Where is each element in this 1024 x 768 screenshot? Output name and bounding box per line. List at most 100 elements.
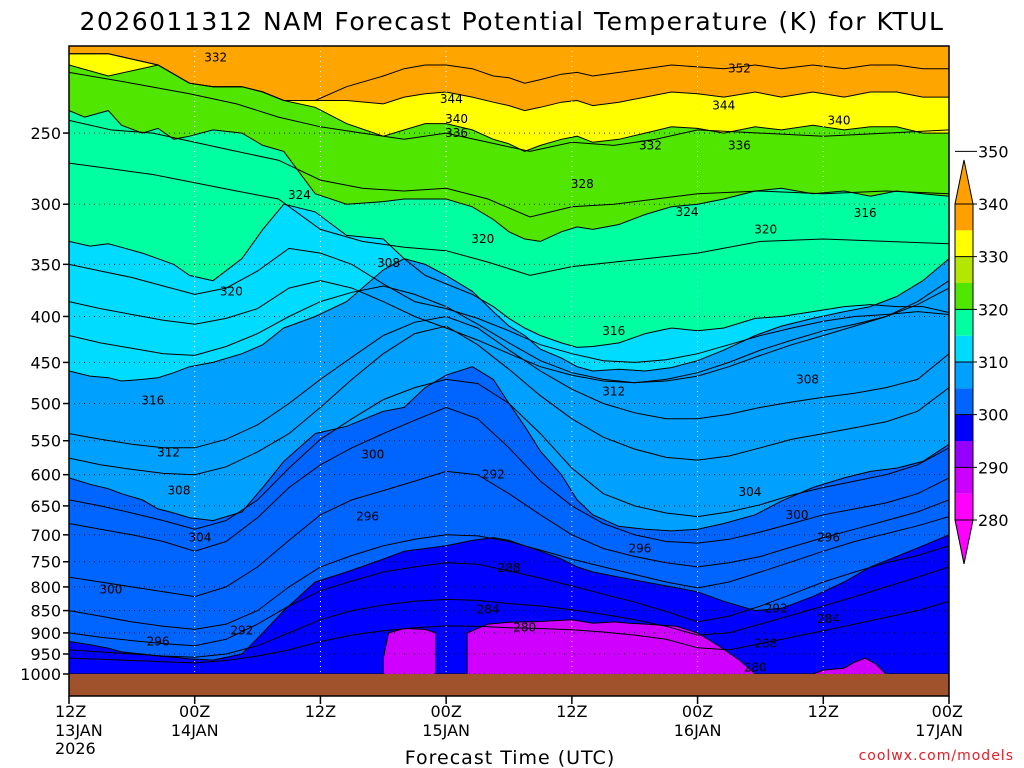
colorbar-segment (955, 283, 973, 310)
x-tick-label: 00Z (932, 702, 963, 721)
contour-label: 292 (230, 624, 253, 638)
contour-label: 308 (168, 484, 191, 498)
y-tick-label: 500 (30, 395, 61, 414)
contour-label: 292 (482, 468, 505, 482)
contour-label: 300 (361, 448, 384, 462)
contour-label: 288 (754, 637, 777, 651)
y-tick-label: 850 (30, 602, 61, 621)
contour-label: 300 (786, 508, 809, 522)
contour-label: 320 (754, 222, 777, 236)
x-axis-title: Forecast Time (UTC) (405, 747, 615, 768)
contour-line-8 (69, 325, 949, 476)
x-tick-label: 00Z (682, 702, 713, 721)
fill-bands (69, 46, 949, 674)
y-tick-label: 300 (30, 195, 61, 214)
colorbar-label: 290 (978, 458, 1009, 477)
colorbar-segment (955, 493, 973, 520)
colorbar-segment (955, 335, 973, 362)
colorbar-segment (955, 362, 973, 389)
contour-label: 288 (498, 561, 521, 575)
y-tick-label: 800 (30, 578, 61, 597)
x-tick-date-label: 14JAN (171, 721, 219, 740)
credit-text[interactable]: coolwx.com/models (859, 748, 1014, 764)
contour-label: 308 (377, 256, 400, 270)
colorbar-label: 280 (978, 511, 1009, 530)
contour-label: 280 (744, 660, 767, 674)
contour-label: 336 (445, 126, 468, 140)
contour-line-1 (69, 71, 949, 152)
contour-line-band-3 (69, 64, 949, 152)
contour-label: 296 (817, 531, 840, 545)
colorbar-segment (955, 256, 973, 283)
x-tick-label: 12Z (305, 702, 336, 721)
contour-line-band-6 (69, 258, 949, 382)
contour-line-band-9 (69, 619, 949, 674)
x-tick-label: 00Z (430, 702, 461, 721)
y-tick-label: 1000 (20, 665, 61, 684)
y-tick-label: 250 (30, 124, 61, 143)
x-tick-label: 12Z (556, 702, 587, 721)
contour-label: 320 (471, 232, 494, 246)
y-tick-label: 750 (30, 553, 61, 572)
y-axis: 250 300 350 400 450 500 550 600 650 700 750 800 850 9… (20, 124, 69, 684)
x-tick-label: 12Z (55, 702, 86, 721)
contour-label: 304 (188, 531, 211, 545)
y-tick-label: 400 (30, 307, 61, 326)
contour-label: 336 (728, 138, 751, 152)
contour-label: 300 (99, 582, 122, 596)
contour-line-band-8 (69, 534, 949, 661)
fill-band-9 (69, 619, 949, 674)
contour-label: 324 (676, 205, 699, 219)
fill-band-7 (69, 366, 949, 674)
contour-label: 340 (445, 112, 468, 126)
colorbar: 280 290 300 310 320 330 340 350 (954, 142, 1009, 565)
grid-lines (69, 46, 949, 674)
contour-line-band-5 (69, 203, 949, 348)
contour-label: 304 (738, 485, 761, 499)
contour-label: 280 (513, 621, 536, 635)
contour-label: 332 (204, 51, 227, 65)
y-tick-label: 650 (30, 497, 61, 516)
contour-line-5 (69, 280, 949, 384)
contour-label: 340 (828, 113, 851, 127)
contour-line-4 (69, 247, 949, 363)
contour-label: 324 (288, 188, 311, 202)
colorbar-segment (955, 388, 973, 415)
contour-lines (69, 53, 949, 674)
colorbar-label: 300 (978, 406, 1009, 425)
contour-line-3 (69, 162, 949, 276)
contour-line-11 (69, 470, 949, 598)
contour-label: 344 (712, 99, 735, 113)
contour-label: 320 (220, 284, 243, 298)
contour-line-10 (69, 406, 949, 552)
contour-label: 292 (765, 601, 788, 615)
fill-band-8 (69, 534, 949, 674)
contour-label: 328 (571, 177, 594, 191)
contour-label: 296 (356, 510, 379, 524)
colorbar-bottom-arrow (954, 519, 974, 565)
y-tick-label: 900 (30, 624, 61, 643)
x-tick-year-label: 2026 (55, 739, 96, 758)
contour-label: 308 (796, 372, 819, 386)
colorbar-segment (955, 414, 973, 441)
x-tick-date-label: 15JAN (422, 721, 470, 740)
plot-frame (68, 45, 950, 697)
x-tick-date-label: 17JAN (915, 721, 963, 740)
contour-line-13 (69, 545, 949, 647)
contour-line-2 (69, 119, 949, 218)
contour-line-15 (69, 600, 949, 664)
contour-label: 316 (602, 324, 625, 338)
x-tick-date-label: 16JAN (674, 721, 722, 740)
contour-label: 352 (728, 62, 751, 76)
contour-label: 296 (628, 542, 651, 556)
contour-line-14 (69, 566, 949, 658)
y-tick-label: 550 (30, 432, 61, 451)
colorbar-segment (955, 467, 973, 494)
colorbar-label: 340 (978, 195, 1009, 214)
y-tick-label: 350 (30, 255, 61, 274)
y-tick-label: 450 (30, 353, 61, 372)
